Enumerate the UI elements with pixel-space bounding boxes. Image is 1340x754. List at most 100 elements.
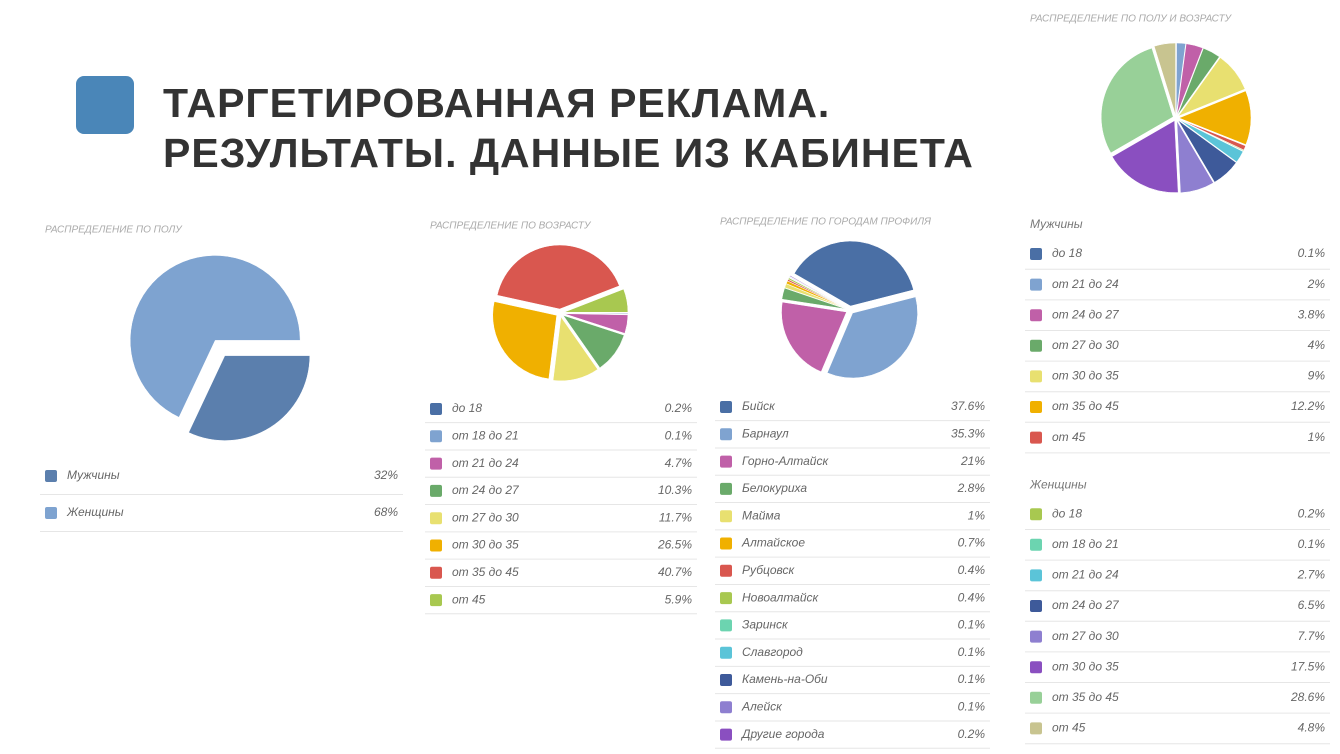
legend-value: 32%	[374, 468, 398, 482]
legend-label: от 21 до 24	[452, 456, 519, 470]
legend-label: Рубцовск	[742, 563, 796, 577]
slide-title: РЕЗУЛЬТАТЫ. ДАННЫЕ ИЗ КАБИНЕТА	[163, 130, 974, 176]
legend-label: Белокуриха	[742, 481, 807, 495]
chart-title: РАСПРЕДЕЛЕНИЕ ПО ПОЛУ И ВОЗРАСТУ	[1030, 14, 1233, 25]
pie-slice	[563, 288, 629, 313]
legend-swatch	[720, 401, 732, 413]
legend-label: от 27 до 30	[1052, 629, 1119, 643]
legend-label: от 27 до 30	[452, 510, 519, 524]
legend-swatch	[720, 619, 732, 632]
legend-value: 4.8%	[1298, 721, 1326, 735]
legend-swatch	[430, 484, 442, 497]
legend-swatch	[720, 510, 732, 523]
legend-swatch	[1030, 538, 1042, 551]
legend-label: до 18	[1052, 506, 1082, 520]
legend-swatch	[720, 646, 732, 659]
pie-slice	[492, 301, 558, 380]
legend-label: от 45	[452, 592, 486, 606]
legend-value: 35.3%	[951, 426, 985, 440]
legend-swatch	[1030, 508, 1042, 521]
pie-slice	[781, 301, 847, 373]
chart-title: РАСПРЕДЕЛЕНИЕ ПО ГОРОДАМ ПРОФИЛЯ	[720, 217, 931, 228]
legend-value: 0.1%	[1298, 246, 1326, 260]
legend-label: Алтайское	[741, 536, 805, 550]
legend-swatch	[720, 564, 732, 577]
legend-label: Мужчины	[67, 468, 120, 482]
legend-value: 17.5%	[1291, 659, 1325, 673]
legend-label: от 45	[1052, 430, 1086, 444]
legend-value: 0.1%	[958, 618, 986, 632]
legend-swatch	[430, 566, 442, 579]
legend-label: от 24 до 27	[1052, 598, 1120, 612]
legend-label: от 21 до 24	[1052, 277, 1119, 291]
legend-value: 12.2%	[1291, 399, 1325, 413]
pie-slice	[188, 355, 311, 441]
legend-value: 0.4%	[958, 563, 986, 577]
legend-label: Барнаул	[742, 426, 789, 440]
legend-value: 28.6%	[1290, 690, 1325, 704]
legend-value: 4%	[1308, 338, 1326, 352]
legend-value: 40.7%	[658, 565, 692, 579]
legend-value: 21%	[960, 454, 985, 468]
legend-label: от 35 до 45	[1052, 690, 1119, 704]
pie-slice	[1177, 47, 1220, 116]
pie-slice	[1177, 120, 1237, 183]
legend-label: от 35 до 45	[1052, 399, 1119, 413]
pie-slice	[496, 244, 620, 310]
legend-swatch	[45, 507, 57, 519]
legend-swatch	[45, 470, 57, 482]
legend-swatch	[430, 430, 442, 443]
legend-value: 0.1%	[958, 645, 986, 659]
legend-value: 2.7%	[1297, 568, 1326, 582]
legend-value: 4.7%	[665, 456, 693, 470]
title-icon	[76, 76, 134, 134]
legend-value: 68%	[374, 505, 398, 519]
legend-label: от 27 до 30	[1052, 338, 1119, 352]
slide-title: ТАРГЕТИРОВАННАЯ РЕКЛАМА.	[163, 80, 830, 126]
legend-label: Бийск	[742, 399, 776, 413]
legend-label: от 30 до 35	[1052, 369, 1119, 383]
legend-swatch	[430, 512, 442, 525]
legend-swatch	[1030, 370, 1042, 383]
legend-swatch	[430, 594, 442, 607]
legend-value: 3.8%	[1298, 307, 1326, 321]
legend-swatch	[430, 403, 442, 415]
legend-label: Другие города	[740, 727, 825, 741]
legend-label: от 24 до 27	[1052, 307, 1120, 321]
legend-swatch	[720, 728, 732, 741]
legend-swatch	[1030, 661, 1042, 674]
legend-label: Алейск	[741, 699, 783, 713]
legend-label: от 21 до 24	[1052, 568, 1119, 582]
pie-slice	[552, 316, 598, 382]
legend-swatch	[1030, 569, 1042, 582]
legend-label: Майма	[742, 508, 781, 522]
pie-slice	[1101, 47, 1174, 154]
pie-slice	[1176, 43, 1204, 116]
legend-swatch	[1030, 722, 1042, 735]
legend-swatch	[720, 455, 732, 468]
legend-swatch	[1030, 309, 1042, 322]
legend-swatch	[1030, 431, 1042, 444]
pie-slice	[826, 296, 918, 379]
legend-value: 6.5%	[1298, 598, 1326, 612]
legend-swatch	[720, 674, 732, 686]
legend-value: 7.7%	[1298, 629, 1326, 643]
legend-swatch	[720, 701, 732, 714]
legend-value: 37.6%	[951, 399, 985, 413]
legend-swatch	[430, 457, 442, 470]
legend-value: 0.4%	[958, 590, 986, 604]
legend-label: от 35 до 45	[452, 565, 519, 579]
pie-slice	[793, 240, 914, 307]
pie-slice	[781, 287, 847, 310]
legend-value: 2.8%	[957, 481, 986, 495]
pie-slice	[1178, 119, 1244, 163]
legend-label: Горно-Алтайск	[742, 454, 829, 468]
legend-label: от 30 до 35	[1052, 659, 1119, 673]
legend-value: 10.3%	[658, 483, 692, 497]
legend-label: Новоалтайск	[742, 590, 820, 604]
chart-title: РАСПРЕДЕЛЕНИЕ ПО ВОЗРАСТУ	[430, 221, 592, 232]
legend-swatch	[1030, 339, 1042, 352]
chart-title: РАСПРЕДЕЛЕНИЕ ПО ПОЛУ	[45, 225, 183, 236]
legend-value: 11.7%	[659, 510, 692, 524]
pie-slice	[1177, 57, 1246, 117]
